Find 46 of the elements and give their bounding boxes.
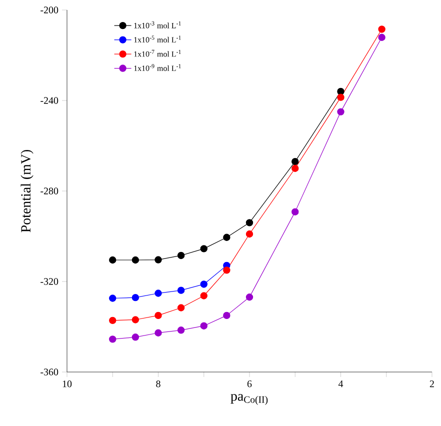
point [132,294,140,302]
point [200,280,208,288]
x-tick-label: 8 [156,380,160,388]
point [337,94,344,101]
y-axis-title: Potential (mV) [20,150,34,232]
x-axis-title: pa$_{Co(II)}$ [230,394,268,405]
point [109,256,116,264]
y-tick-label: -320 [40,278,58,285]
point [132,256,140,264]
point [132,334,140,341]
x-tick-label: 2 [430,380,434,388]
point [154,256,162,264]
point [200,245,208,252]
point [378,34,386,41]
point [109,336,116,343]
point [246,230,254,238]
point [292,158,299,166]
point [246,294,254,301]
point [109,294,116,302]
x-tick-label: 4 [338,380,344,388]
point [132,316,140,324]
point [200,292,208,300]
point [223,312,230,320]
point [154,329,162,336]
point [200,322,208,330]
point [154,312,162,320]
y-tick-label: -280 [40,188,58,194]
point [292,208,299,216]
point [223,266,230,274]
point [246,219,254,226]
y-tick-label: -200 [40,6,58,14]
point [223,234,230,241]
x-tick-label: 10 [62,380,72,388]
point [177,252,185,260]
point [177,326,185,334]
point [337,108,344,116]
point [177,304,185,312]
y-tick-label: -360 [40,368,58,376]
point [109,316,116,324]
point [337,88,344,96]
x-tick-label: 6 [247,380,252,388]
point [378,26,386,33]
point [177,286,185,294]
point [292,164,299,172]
y-tick-label: -240 [40,97,58,104]
point [154,290,162,297]
